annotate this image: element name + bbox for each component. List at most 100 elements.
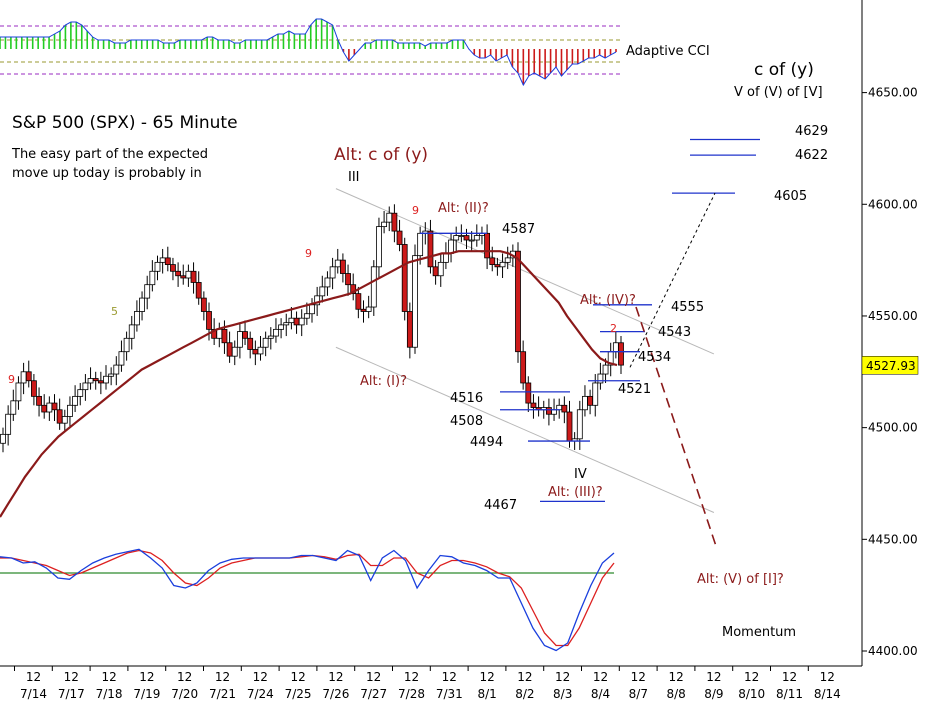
target-price-label: 4622 — [795, 148, 828, 163]
candle-body — [386, 212, 393, 223]
candle-body — [56, 409, 63, 424]
target-price-label: 4516 — [450, 391, 483, 406]
candle-body — [41, 404, 48, 413]
candle-body — [82, 382, 89, 391]
candle-body — [309, 304, 315, 315]
candle-body — [406, 311, 413, 348]
candle-body — [515, 250, 521, 353]
candle-body — [77, 389, 84, 397]
candle-body — [216, 328, 223, 339]
candle-body — [484, 232, 491, 259]
candle-body — [365, 306, 372, 312]
wave-label-III: III — [348, 170, 360, 185]
candle-body — [437, 261, 444, 277]
candle-body — [458, 235, 465, 237]
candle-body — [432, 266, 439, 277]
candle-body — [144, 284, 151, 299]
candle-body — [149, 270, 156, 286]
candle-body — [5, 413, 12, 435]
date-tick-label: 7/21 — [209, 687, 236, 701]
wave-label-alt-III: Alt: (III)? — [548, 485, 603, 500]
cci-line — [0, 18, 617, 87]
date-tick-label: 8/10 — [738, 687, 765, 701]
candle-body — [293, 317, 300, 326]
wave-label-alt-I: Alt: (I)? — [360, 374, 407, 389]
price-tick-label: 4500.00 — [868, 421, 918, 435]
price-tick-label: 4600.00 — [868, 197, 918, 211]
candle-body — [154, 261, 161, 272]
candle-body — [30, 380, 37, 397]
date-tick-label: 8/8 — [666, 687, 685, 701]
target-price-labels: 4629 4622 4605 4587 4555 4543 4534 4521 4516 4508… — [450, 124, 828, 513]
candle-body — [15, 382, 22, 402]
time-axis: 12 7/14 12 7/17 12 7/18 12 7/19 12 7/20 12 7/21 12 7/… — [14, 666, 841, 701]
date-tick-label: 8/9 — [704, 687, 723, 701]
date-tick-label: 7/18 — [96, 687, 123, 701]
wave-label-alt-V: Alt: (V) of [I]? — [697, 572, 784, 587]
session-tick-label: 12 — [631, 670, 646, 684]
session-tick-label: 12 — [177, 670, 192, 684]
candle-body — [113, 364, 120, 375]
session-tick-label: 12 — [782, 670, 797, 684]
candle-body — [345, 273, 351, 286]
candle-body — [61, 416, 68, 424]
count-label: 9 — [412, 204, 419, 217]
subtitle-line-2: move up today is probably in — [12, 166, 202, 181]
session-tick-label: 12 — [139, 670, 154, 684]
date-tick-label: 7/26 — [322, 687, 349, 701]
candle-body — [97, 380, 104, 384]
date-tick-label: 7/17 — [58, 687, 85, 701]
projection-down — [635, 306, 717, 547]
candle-body — [175, 270, 182, 277]
chart-title: S&P 500 (SPX) - 65 Minute — [12, 113, 238, 133]
session-tick-label: 12 — [744, 670, 759, 684]
candle-body — [139, 297, 145, 312]
session-tick-label: 12 — [253, 670, 268, 684]
candle-body — [46, 402, 53, 413]
date-tick-label: 8/1 — [477, 687, 496, 701]
date-tick-label: 7/19 — [133, 687, 160, 701]
candle-body — [303, 313, 310, 319]
candle-body — [164, 257, 171, 265]
momentum-panel: Momentum — [0, 548, 796, 652]
candle-body — [226, 342, 233, 357]
candle-body — [339, 259, 346, 274]
channel-line — [335, 188, 715, 355]
count-label: 9 — [305, 247, 312, 260]
candle-body — [396, 230, 403, 245]
momentum-blue-line — [0, 548, 615, 652]
session-tick-label: 12 — [593, 670, 608, 684]
candle-body — [25, 371, 32, 382]
candle-body — [221, 328, 228, 344]
candle-body — [324, 277, 331, 288]
channel-line — [335, 346, 715, 513]
session-tick-label: 12 — [101, 670, 116, 684]
candle-body — [618, 342, 624, 366]
wave-label-alt-IV: Alt: (IV)? — [580, 293, 636, 308]
date-tick-label: 8/3 — [553, 687, 572, 701]
candle-body — [417, 232, 424, 257]
candle-body — [36, 395, 42, 406]
date-tick-label: 7/28 — [398, 687, 425, 701]
subtitle-line-1: The easy part of the expected — [11, 147, 208, 162]
momentum-name-label: Momentum — [722, 625, 796, 640]
session-tick-label: 12 — [26, 670, 41, 684]
target-price-label: 4521 — [618, 382, 651, 397]
candle-body — [67, 404, 73, 417]
candle-body — [334, 259, 341, 268]
session-tick-label: 12 — [820, 670, 835, 684]
count-label: 5 — [111, 305, 118, 318]
session-tick-label: 12 — [404, 670, 419, 684]
candle-body — [587, 395, 593, 406]
candle-body — [319, 286, 326, 297]
ema-line — [0, 250, 618, 518]
candle-body — [427, 230, 434, 268]
ema-polyline — [0, 250, 618, 518]
candle-body — [360, 308, 367, 312]
session-tick-label: 12 — [668, 670, 683, 684]
count-label: 9 — [8, 373, 15, 386]
candle-body — [118, 351, 125, 366]
adaptive-cci-panel: Adaptive CCI — [0, 18, 710, 87]
session-tick-label: 12 — [290, 670, 305, 684]
candle-body — [561, 404, 568, 413]
